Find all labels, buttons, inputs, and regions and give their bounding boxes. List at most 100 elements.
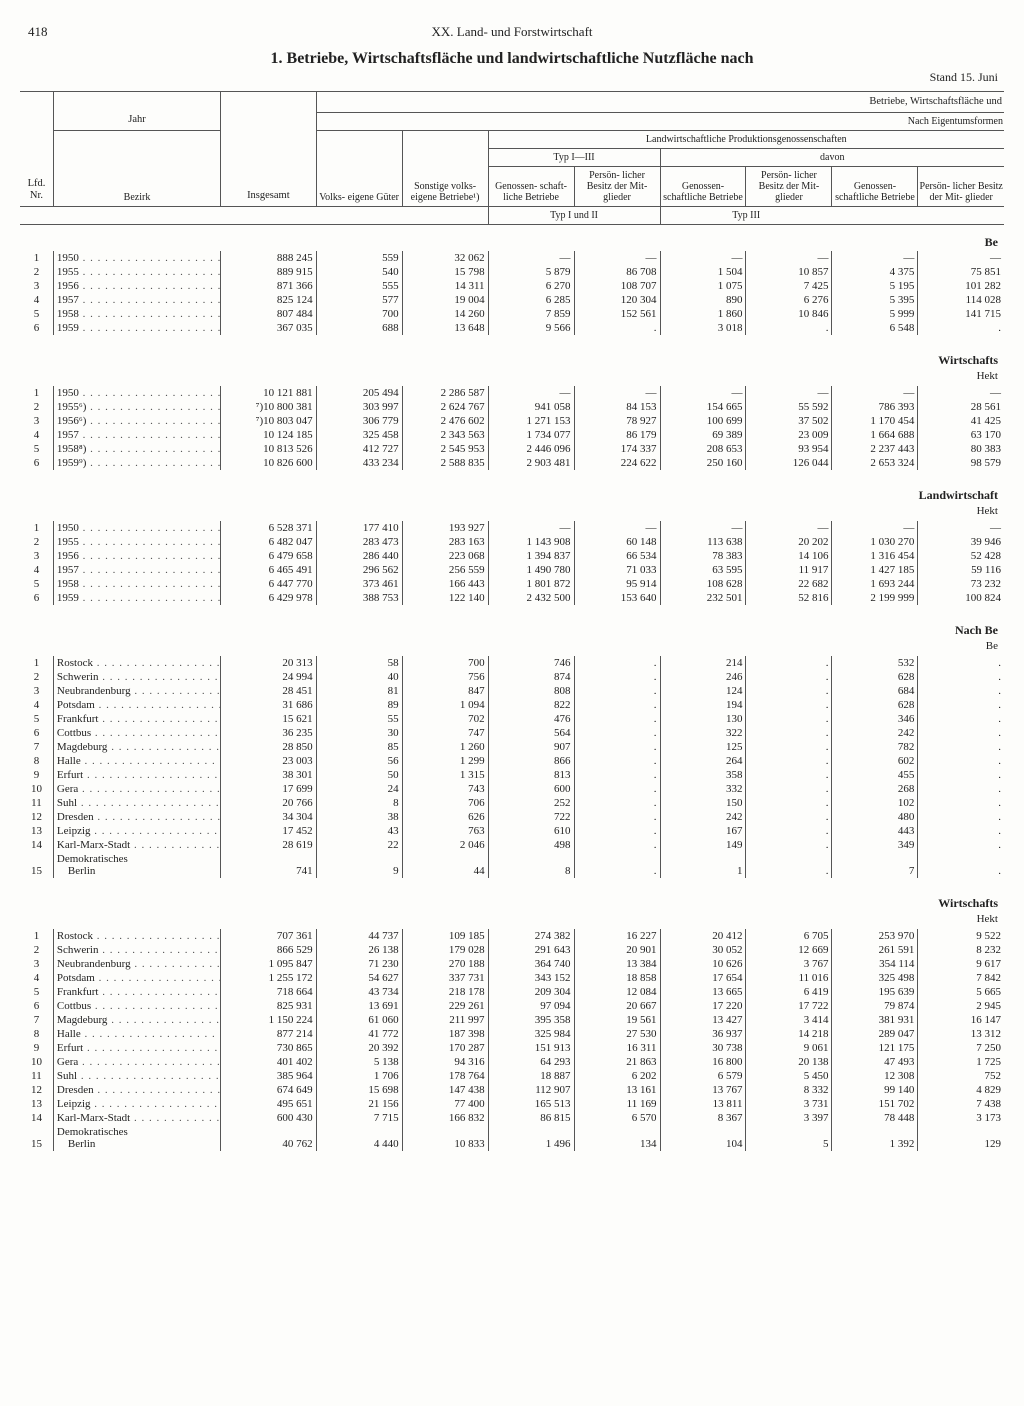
cell: . [574, 670, 660, 684]
cell: 3 397 [746, 1111, 832, 1125]
cell: 40 762 [221, 1125, 317, 1151]
table-row: 219556 482 047283 473283 1631 143 90860 … [20, 535, 1004, 549]
cell: . [574, 740, 660, 754]
row-lfd: 8 [20, 754, 53, 768]
row-lfd: 2 [20, 670, 53, 684]
cell: 743 [402, 782, 488, 796]
table-body: Be11950888 24555932 062——————21955889 91… [20, 225, 1004, 1160]
cell: 2 286 587 [402, 386, 488, 400]
row-label: Potsdam [53, 971, 220, 985]
row-label: Neubrandenburg [53, 957, 220, 971]
cell: 700 [316, 307, 402, 321]
row-lfd: 13 [20, 824, 53, 838]
row-lfd: 1 [20, 929, 53, 943]
cell: 888 245 [221, 251, 317, 265]
cell: 17 722 [746, 999, 832, 1013]
cell: 11 016 [746, 971, 832, 985]
cell: 80 383 [918, 442, 1004, 456]
cell: 325 458 [316, 428, 402, 442]
row-lfd: 5 [20, 712, 53, 726]
cell: 264 [660, 754, 746, 768]
cell: 36 235 [221, 726, 317, 740]
section-label: Wirtschafts [20, 343, 1004, 369]
cell: . [574, 796, 660, 810]
cell: 10 626 [660, 957, 746, 971]
cell: 6 447 770 [221, 577, 317, 591]
sub-label: Hekt [20, 912, 1004, 929]
table-row: 7Magdeburg1 150 22461 060211 997395 3581… [20, 1013, 1004, 1027]
cell: 702 [402, 712, 488, 726]
cell: 349 [832, 838, 918, 852]
cell: — [574, 521, 660, 535]
hdr-gen-c: Genossen- schaftliche Betriebe [832, 167, 918, 207]
cell: 274 382 [488, 929, 574, 943]
cell: 59 116 [918, 563, 1004, 577]
cell: 44 737 [316, 929, 402, 943]
cell: . [574, 768, 660, 782]
cell: 13 427 [660, 1013, 746, 1027]
cell: 825 124 [221, 293, 317, 307]
cell: — [660, 521, 746, 535]
cell: 13 811 [660, 1097, 746, 1111]
cell: . [918, 754, 1004, 768]
cell: — [488, 386, 574, 400]
cell: 3 173 [918, 1111, 1004, 1125]
cell: 1 030 270 [832, 535, 918, 549]
cell: 5 999 [832, 307, 918, 321]
cell: 443 [832, 824, 918, 838]
cell: 730 865 [221, 1041, 317, 1055]
row-lfd: 3 [20, 414, 53, 428]
cell: 684 [832, 684, 918, 698]
cell: 16 227 [574, 929, 660, 943]
cell: 289 047 [832, 1027, 918, 1041]
cell: 6 705 [746, 929, 832, 943]
row-label: Frankfurt [53, 712, 220, 726]
cell: 98 579 [918, 456, 1004, 470]
table-row: 13Leipzig17 45243763610.167.443. [20, 824, 1004, 838]
table-row: 4195710 124 185325 4582 343 5631 734 077… [20, 428, 1004, 442]
cell: 108 707 [574, 279, 660, 293]
cell: 10 826 600 [221, 456, 317, 470]
table-row: 319566 479 658286 440223 0681 394 83766 … [20, 549, 1004, 563]
row-lfd: 2 [20, 400, 53, 414]
table-row: 3Neubrandenburg28 45181847808.124.684. [20, 684, 1004, 698]
row-label: Magdeburg [53, 740, 220, 754]
cell: 55 592 [746, 400, 832, 414]
cell: 21 156 [316, 1097, 402, 1111]
cell: 79 874 [832, 999, 918, 1013]
cell: 6 579 [660, 1069, 746, 1083]
cell: 8 367 [660, 1111, 746, 1125]
row-lfd: 3 [20, 957, 53, 971]
row-lfd: 4 [20, 698, 53, 712]
cell: 3 767 [746, 957, 832, 971]
row-label: Rostock [53, 656, 220, 670]
cell: 102 [832, 796, 918, 810]
cell: 6 419 [746, 985, 832, 999]
cell: 332 [660, 782, 746, 796]
cell: 367 035 [221, 321, 317, 335]
cell: 8 332 [746, 1083, 832, 1097]
cell: 303 997 [316, 400, 402, 414]
cell: 30 052 [660, 943, 746, 957]
table-row: 1195010 121 881205 4942 286 587—————— [20, 386, 1004, 400]
cell: 6 276 [746, 293, 832, 307]
cell: 2 432 500 [488, 591, 574, 605]
cell: 28 619 [221, 838, 317, 852]
table-row: 9Erfurt38 301501 315813.358.455. [20, 768, 1004, 782]
cell: 242 [832, 726, 918, 740]
cell: 10 857 [746, 265, 832, 279]
cell: 40 [316, 670, 402, 684]
table-row: 1Rostock20 31358700746.214.532. [20, 656, 1004, 670]
cell: 577 [316, 293, 402, 307]
cell: 306 779 [316, 414, 402, 428]
cell: 1 490 780 [488, 563, 574, 577]
cell: . [574, 321, 660, 335]
hdr-top2: Nach Eigentumsformen [316, 113, 1004, 131]
cell: 52 428 [918, 549, 1004, 563]
cell: 23 003 [221, 754, 317, 768]
cell: . [746, 321, 832, 335]
hdr-gen-a: Genossen- schaft- liche Betriebe [488, 167, 574, 207]
row-label: 1955 [53, 535, 220, 549]
row-label: Suhl [53, 1069, 220, 1083]
cell: 30 738 [660, 1041, 746, 1055]
